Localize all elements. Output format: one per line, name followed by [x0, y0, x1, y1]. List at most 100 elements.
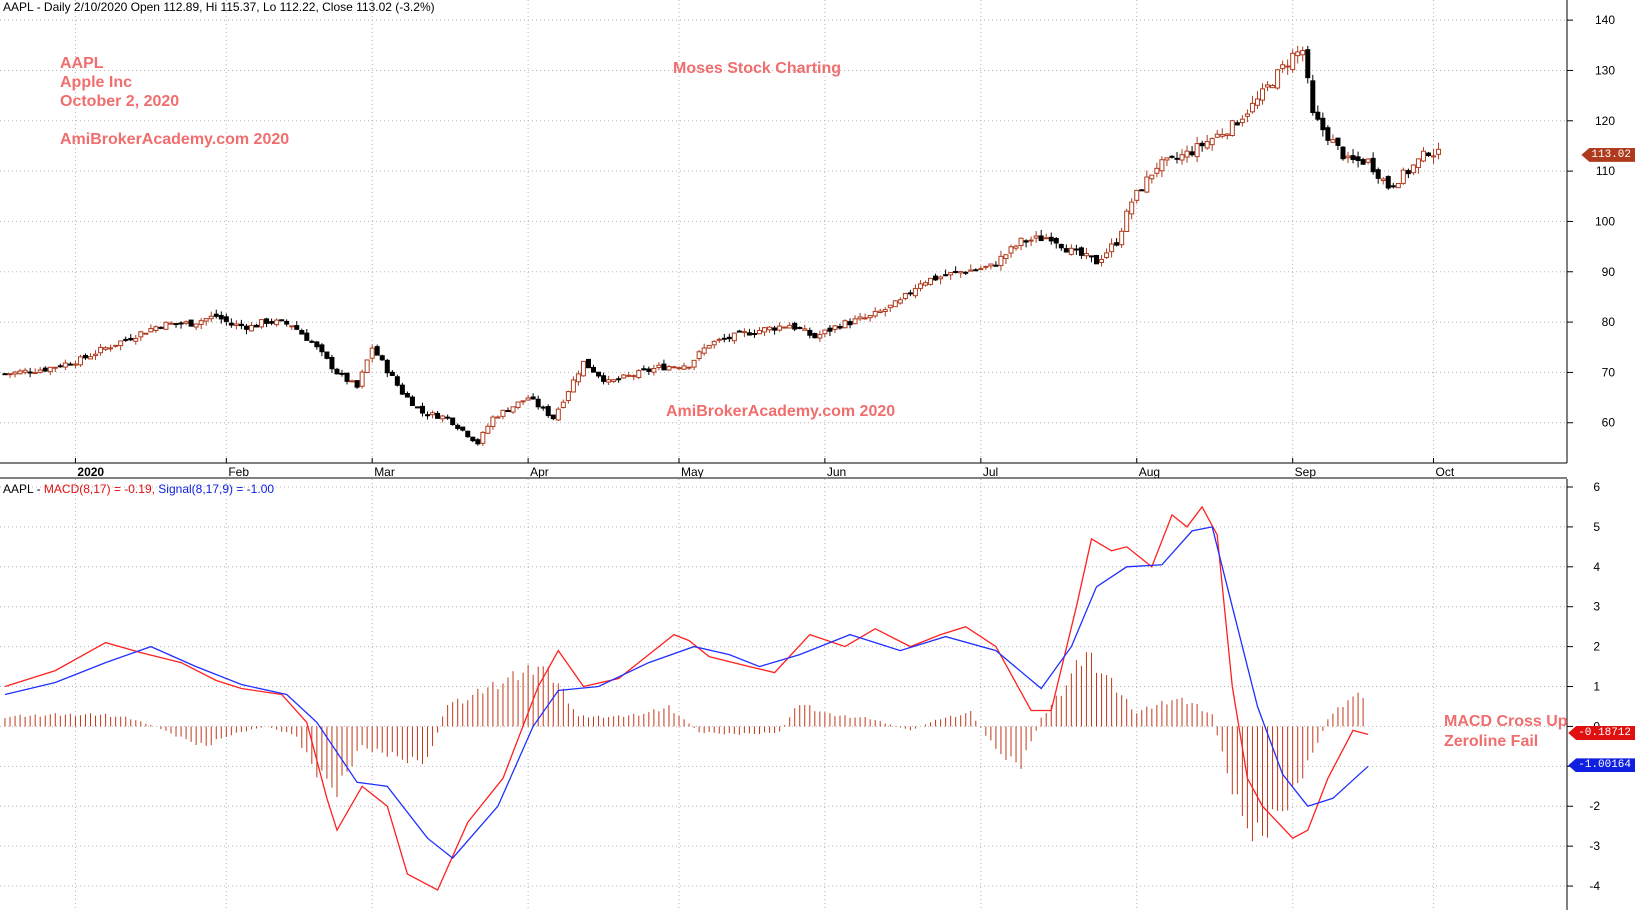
- candle-up: [1083, 253, 1089, 257]
- candle-down: [1139, 189, 1145, 192]
- candle-up: [163, 321, 169, 330]
- candle-down: [404, 393, 410, 398]
- candle-down: [299, 329, 305, 335]
- candle-up: [862, 317, 868, 320]
- candle-up: [12, 371, 18, 375]
- candle-up: [817, 334, 823, 339]
- candle-down: [1370, 157, 1376, 173]
- date-tick-label: Jun: [827, 465, 846, 479]
- candle-down: [475, 439, 481, 445]
- candle-down: [284, 320, 290, 325]
- macd-tick-label: 4: [1593, 560, 1600, 574]
- candle-down: [173, 323, 179, 326]
- candle-up: [1043, 237, 1049, 240]
- candle-up: [1285, 65, 1291, 68]
- candle-down: [591, 366, 597, 373]
- candle-down: [1078, 247, 1084, 256]
- price-tick-label: 120: [1595, 114, 1615, 128]
- candle-up: [1119, 230, 1125, 246]
- candle-up: [1365, 158, 1371, 163]
- candle-up: [1003, 254, 1009, 260]
- candle-down: [1088, 255, 1094, 258]
- candle-down: [1335, 137, 1341, 146]
- candle-down: [1023, 240, 1029, 243]
- candle-down: [344, 372, 350, 382]
- candle-up: [978, 268, 984, 271]
- candle-down: [1310, 80, 1316, 114]
- candle-up: [1214, 133, 1220, 138]
- candle-up: [1109, 243, 1115, 253]
- macd-tick-label: 1: [1593, 680, 1600, 694]
- candle-down: [414, 406, 420, 409]
- date-tick-label: Feb: [228, 465, 249, 479]
- price-tick-label: 140: [1595, 13, 1615, 27]
- candle-up: [22, 369, 28, 373]
- candle-up: [1295, 51, 1301, 57]
- candle-up: [289, 325, 295, 328]
- candle-down: [228, 322, 234, 326]
- candle-up: [1290, 52, 1296, 71]
- date-tick-label: May: [681, 465, 704, 479]
- candle-down: [128, 337, 134, 341]
- candle-down: [963, 271, 969, 274]
- candle-up: [1431, 155, 1437, 158]
- date-tick-label: Sep: [1295, 465, 1317, 479]
- candle-down: [772, 327, 778, 331]
- macd-lines: [4, 505, 1369, 891]
- candle-down: [535, 398, 541, 408]
- candle-up: [1099, 258, 1105, 263]
- candle-up: [842, 320, 848, 329]
- candle-down: [847, 321, 853, 326]
- candle-up: [515, 401, 521, 408]
- candle-up: [787, 324, 793, 329]
- macd-header-prefix: AAPL -: [3, 482, 44, 496]
- candle-up: [852, 318, 858, 325]
- candle-up: [565, 391, 571, 402]
- candle-up: [490, 416, 496, 428]
- candle-down: [269, 321, 275, 324]
- candle-up: [782, 326, 788, 329]
- candle-up: [1144, 176, 1150, 193]
- candle-up: [867, 315, 873, 319]
- candle-up: [359, 371, 365, 387]
- candle-up: [706, 344, 712, 349]
- candle-down: [243, 325, 249, 330]
- candle-up: [1149, 174, 1155, 180]
- candle-down: [812, 332, 818, 339]
- candle-up: [1275, 69, 1281, 89]
- candle-up: [555, 408, 561, 421]
- price-tick-label: 80: [1602, 315, 1616, 329]
- candle-up: [651, 367, 657, 373]
- candle-down: [354, 380, 360, 388]
- candle-down: [661, 363, 667, 371]
- candle-up: [1008, 246, 1014, 254]
- candle-up: [802, 328, 808, 331]
- date-axis: 2020 Feb Mar Apr May Jun Jul Aug Sep Oct: [0, 458, 1567, 479]
- candle-up: [777, 325, 783, 331]
- candle-up: [208, 315, 214, 320]
- candle-up: [440, 415, 446, 420]
- macd-header: AAPL - MACD(8,17) = -0.19, Signal(8,17,9…: [3, 482, 274, 496]
- candle-up: [1184, 150, 1190, 158]
- candle-down: [1305, 49, 1311, 79]
- candle-up: [1244, 113, 1250, 117]
- candle-up: [892, 300, 898, 308]
- candle-down: [1174, 157, 1180, 160]
- candle-down: [319, 344, 325, 353]
- candle-up: [1345, 155, 1351, 159]
- price-tick-label: 130: [1595, 63, 1615, 77]
- candle-up: [1224, 133, 1230, 137]
- candle-down: [57, 365, 63, 368]
- candle-up: [1330, 139, 1336, 143]
- candle-up: [133, 337, 139, 342]
- candle-down: [1199, 142, 1205, 147]
- candle-down: [596, 371, 602, 377]
- candle-up: [631, 375, 637, 378]
- candle-down: [425, 414, 431, 417]
- candle-up: [72, 363, 78, 366]
- candle-down: [1058, 243, 1064, 249]
- candle-up: [1018, 237, 1024, 247]
- candle-down: [178, 322, 184, 325]
- candle-up: [832, 325, 838, 330]
